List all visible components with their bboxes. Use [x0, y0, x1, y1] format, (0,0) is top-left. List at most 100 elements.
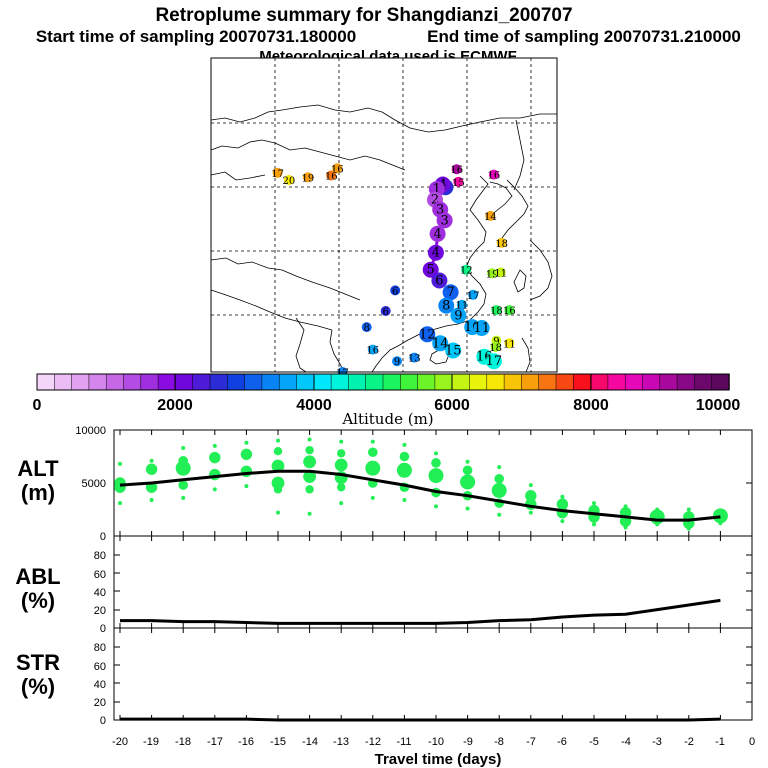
- colorbar-cell: [123, 373, 142, 391]
- alt-cluster-point: [592, 522, 596, 527]
- plume-point-label: 9: [394, 357, 400, 368]
- plume-point: [432, 335, 449, 352]
- alt-cluster-point: [149, 458, 154, 463]
- abl-ytick-40: 40: [94, 587, 106, 599]
- colorbar-cell: [486, 373, 505, 391]
- alt-cluster-point: [465, 506, 470, 511]
- plume-point: [451, 164, 462, 175]
- colorbar-cell: [624, 373, 644, 391]
- alt-cluster-point: [307, 437, 312, 442]
- alt-cluster-point: [178, 480, 188, 490]
- str-ytick-80: 80: [94, 642, 106, 654]
- alt-cluster-point: [303, 470, 316, 484]
- alt-cluster-point: [560, 494, 565, 499]
- abl-panel-unit: (%): [21, 588, 55, 613]
- alt-ytick-10000: 10000: [75, 425, 106, 437]
- alt-cluster-point: [303, 455, 316, 469]
- start-time-label: Start time of sampling 20070731.180000: [36, 27, 356, 46]
- plume-point-label: 6: [392, 286, 398, 297]
- plume-point: [427, 244, 444, 261]
- plume-point: [422, 261, 439, 278]
- plume-point-label: 11: [456, 301, 469, 312]
- alt-cluster-point: [368, 447, 378, 458]
- alt-ytick-0: 0: [100, 531, 106, 543]
- colorbar-cell: [330, 373, 350, 391]
- plume-point: [438, 297, 455, 314]
- alt-cluster-point: [149, 497, 154, 502]
- plume-point-label: 17: [271, 169, 284, 180]
- plume-point-label: 5: [427, 263, 435, 278]
- plume-point-label: 16: [450, 165, 463, 176]
- colorbar-cell: [278, 373, 298, 391]
- abl-panel-label: ABL: [15, 564, 60, 589]
- plume-point: [453, 176, 464, 187]
- x-axis-label: Travel time (days): [375, 751, 502, 768]
- alt-cluster-point: [491, 482, 507, 498]
- plume-point: [450, 307, 467, 324]
- plume-point: [485, 210, 496, 221]
- alt-cluster-point: [365, 460, 381, 476]
- plume-point: [488, 169, 499, 180]
- plume-point-label: 2: [431, 193, 439, 208]
- colorbar-cell: [175, 373, 194, 391]
- colorbar-major-ticks: [174, 374, 592, 390]
- colorbar-cell: [227, 373, 246, 391]
- str-ytick-60: 60: [94, 661, 106, 673]
- plume-point: [429, 225, 446, 242]
- colorbar-cell: [54, 373, 73, 391]
- colorbar-cell: [590, 373, 609, 391]
- plume-point-label: 15: [445, 344, 462, 359]
- plume-point: [390, 285, 401, 296]
- map-grid: [211, 58, 557, 372]
- alt-panel: ALT (m) 0 5000 10000: [17, 425, 753, 543]
- colorbar-cell: [209, 373, 229, 391]
- colorbar-tick-0: 0: [33, 397, 42, 414]
- plume-point-label: 13: [408, 354, 421, 365]
- alt-cluster-point: [428, 468, 444, 484]
- alt-cluster-point: [528, 510, 533, 515]
- plume-point-label: 16: [325, 172, 338, 183]
- plume-point: [409, 352, 420, 363]
- abl-yticks: [114, 554, 752, 611]
- alt-cluster-point: [525, 490, 537, 502]
- alt-cluster-point: [307, 511, 312, 516]
- colorbar-cell: [469, 373, 488, 391]
- alt-cluster-point: [460, 474, 476, 490]
- plume-point: [431, 272, 448, 289]
- alt-cluster-point: [273, 447, 283, 456]
- colorbar-cell: [88, 373, 107, 391]
- colorbar-tick-4000: 4000: [296, 397, 332, 414]
- alt-cluster-point: [402, 442, 407, 447]
- colorbar-cell: [711, 373, 730, 391]
- alt-cluster-point: [334, 458, 348, 472]
- plume-point: [442, 284, 459, 301]
- plume-point: [367, 344, 378, 355]
- alt-ytick-5000: 5000: [82, 478, 106, 490]
- alt-panel-unit: (m): [21, 480, 55, 505]
- alt-cluster-point: [399, 451, 410, 462]
- colorbar-cell: [417, 373, 436, 391]
- alt-cluster-point: [276, 438, 280, 443]
- plume-point: [380, 306, 391, 316]
- plume-point-label: 14: [484, 212, 497, 223]
- alt-cluster-point: [212, 443, 217, 448]
- colorbar-cell: [503, 373, 523, 391]
- plume-point-label: 6: [435, 274, 443, 289]
- plume-point-label: 20: [283, 176, 296, 187]
- xtick-m1: -1: [715, 736, 725, 748]
- figure-title: Retroplume summary for Shangdianzi_20070…: [155, 5, 572, 26]
- colorbar-cell: [140, 373, 159, 391]
- alt-cluster-point: [244, 484, 249, 489]
- alt-cluster-point: [276, 510, 280, 515]
- alt-cluster-point: [339, 501, 344, 506]
- str-ytick-0: 0: [100, 715, 106, 727]
- colorbar-cell: [694, 373, 713, 391]
- alt-clusters: [114, 437, 728, 531]
- colorbar-cell: [434, 373, 453, 391]
- plume-point: [326, 170, 337, 181]
- abl-ytick-20: 20: [94, 605, 106, 617]
- plume-point: [490, 341, 501, 352]
- abl-line: [120, 598, 721, 625]
- plume-points: 4123344567891011121415161717111219119181…: [271, 163, 516, 379]
- abl-panel: ABL (%) 0 20 40 60 80: [15, 535, 753, 635]
